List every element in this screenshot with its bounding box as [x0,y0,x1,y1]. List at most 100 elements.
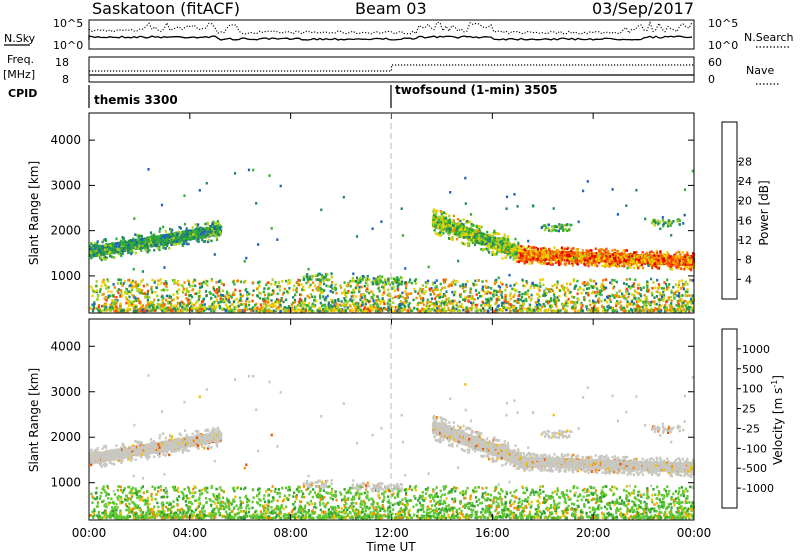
power-cell [120,239,123,243]
power-cell [99,245,102,248]
power-cell [154,240,157,243]
date-title: 03/Sep/2017 [592,0,694,18]
power-cell [136,234,139,237]
power-cell [158,230,161,233]
power-cell [108,250,111,254]
power-cell [183,231,186,234]
beam-title: Beam 03 [355,0,427,18]
power-cell [214,221,217,225]
power-cell [513,242,516,245]
power-cell [142,239,145,242]
power-cell [121,236,124,239]
power-cell [118,242,122,245]
power-cell [130,252,133,256]
power-cell [192,229,195,233]
power-cell [482,232,485,236]
power-cell [131,245,134,249]
power-cell [184,240,187,243]
power-cell [192,233,195,236]
power-cell [179,237,182,241]
power-cell [124,240,127,244]
power-cell [216,226,219,229]
power-cell [197,240,200,244]
power-cell [129,245,132,248]
power-cell [111,244,115,247]
power-cell [469,220,472,224]
power-cell [161,237,165,241]
power-cell [451,221,454,225]
power-cell [613,248,617,252]
power-cell [209,224,212,228]
power-cell [172,236,175,240]
power-cell [138,244,141,248]
power-cell [467,244,470,248]
power-cell [212,232,215,236]
power-cell [89,244,92,248]
power-cell [493,253,496,256]
power-cell [127,251,130,254]
power-cell [145,241,148,245]
power-cell [496,251,499,254]
power-cell [211,225,214,228]
power-cell [101,240,104,244]
power-cell [202,240,205,243]
power-cell [195,238,198,242]
power-cell [95,249,98,253]
power-cell [451,238,454,241]
power-cell [104,248,107,252]
power-cell [204,222,207,226]
power-cell [510,248,513,251]
power-cell [206,222,209,226]
power-cell [139,246,142,249]
power-cell [150,234,153,238]
power-cell [172,243,175,246]
power-cell [119,252,122,256]
power-cell [191,226,194,229]
power-cell [137,244,140,248]
power-heatmap-cells [89,168,696,313]
power-cell [138,242,141,246]
power-cell [149,231,153,234]
power-cell [178,240,181,243]
power-cell [164,242,167,246]
power-cell [128,251,132,254]
power-cell [182,239,186,243]
power-cell [103,244,106,247]
power-cell [91,249,94,252]
power-cell [170,243,173,246]
power-cell [164,230,167,233]
power-cell [124,247,127,250]
power-cell [166,244,169,248]
power-cell [212,231,215,234]
freq-tick-bottom: 8 [62,73,69,86]
power-cell [133,239,137,243]
power-cell [171,233,174,236]
power-cell [163,240,166,244]
power-cell [471,232,474,236]
power-cell [641,251,644,254]
power-cell [182,232,185,235]
power-cell [201,234,204,238]
power-cell [452,224,455,227]
power-cell [89,251,92,254]
power-cell [198,230,201,233]
power-cell [139,234,142,238]
power-cell [209,231,213,235]
power-cell [466,241,469,245]
power-cell [132,246,136,249]
noise-right-tick-bottom: 10^0 [708,39,738,52]
power-cell [511,243,514,247]
power-cell [502,248,505,252]
power-cell [151,238,154,241]
power-cell [172,235,176,238]
power-cell [492,247,495,250]
power-cell [179,227,182,230]
power-cell [515,251,518,255]
nave-trace [89,64,694,72]
power-cell [116,250,119,254]
power-cell [219,225,223,229]
freq-unit-label: [MHz] [3,68,35,81]
power-cell [132,237,135,241]
power-cell [161,235,164,239]
